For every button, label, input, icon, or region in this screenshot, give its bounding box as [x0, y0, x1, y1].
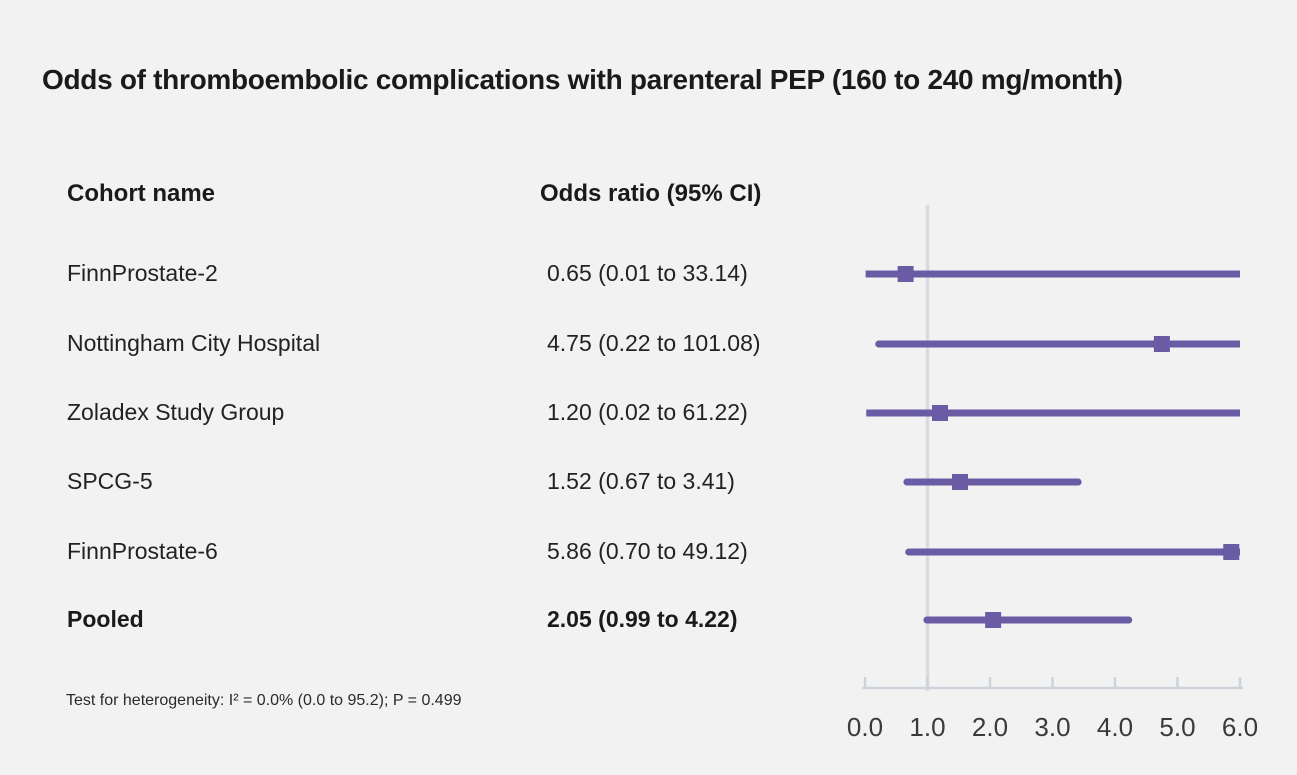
odds-ratio-value: 5.86 (0.70 to 49.12) [547, 538, 748, 564]
table-row: FinnProstate-6 5.86 (0.70 to 49.12) [0, 538, 860, 568]
odds-ratio-value: 2.05 (0.99 to 4.22) [547, 606, 738, 632]
odds-ratio-value: 1.52 (0.67 to 3.41) [547, 468, 735, 494]
or-marker [1223, 544, 1240, 560]
or-marker [897, 266, 914, 282]
table-row: FinnProstate-2 0.65 (0.01 to 33.14) [0, 260, 860, 290]
x-tick-label: 4.0 [1096, 712, 1134, 742]
cohort-name: Pooled [67, 606, 144, 632]
or-marker [1153, 336, 1170, 352]
table-row-pooled: Pooled 2.05 (0.99 to 4.22) [0, 606, 860, 636]
ci-cap [1125, 616, 1133, 624]
chart-title: Odds of thromboembolic complications wit… [42, 64, 1123, 95]
odds-ratio-value: 1.20 (0.02 to 61.22) [547, 399, 748, 425]
ci-cap [875, 340, 883, 348]
x-tick-label: 5.0 [1159, 712, 1196, 742]
ci-cap [1074, 478, 1082, 486]
cohort-name: Nottingham City Hospital [67, 330, 321, 356]
or-marker [932, 405, 948, 421]
x-tick-label: 1.0 [909, 712, 946, 742]
or-marker [985, 612, 1002, 628]
ci-cap [903, 478, 911, 486]
odds-ratio-value: 4.75 (0.22 to 101.08) [547, 330, 761, 356]
ci-cap [923, 616, 931, 624]
column-header-odds-ratio: Odds ratio (95% CI) [540, 180, 762, 207]
cohort-name: SPCG-5 [67, 468, 153, 494]
cohort-name: FinnProstate-6 [67, 538, 218, 564]
column-header-cohort: Cohort name [67, 180, 216, 207]
x-tick-label: 2.0 [971, 712, 1009, 742]
x-tick-label: 3.0 [1034, 712, 1071, 742]
x-tick-label: 6.0 [1221, 712, 1259, 742]
table-row: Zoladex Study Group 1.20 (0.02 to 61.22) [0, 399, 860, 429]
odds-ratio-value: 0.65 (0.01 to 33.14) [547, 260, 748, 286]
table-row: SPCG-5 1.52 (0.67 to 3.41) [0, 468, 860, 498]
cohort-name: FinnProstate-2 [67, 260, 218, 286]
cohort-name: Zoladex Study Group [67, 399, 285, 425]
heterogeneity-footnote: Test for heterogeneity: I² = 0.0% (0.0 t… [66, 692, 462, 709]
ci-cap [905, 548, 913, 556]
x-tick-label: 0.0 [846, 712, 884, 742]
table-row: Nottingham City Hospital 4.75 (0.22 to 1… [0, 330, 860, 360]
or-marker [952, 474, 968, 490]
